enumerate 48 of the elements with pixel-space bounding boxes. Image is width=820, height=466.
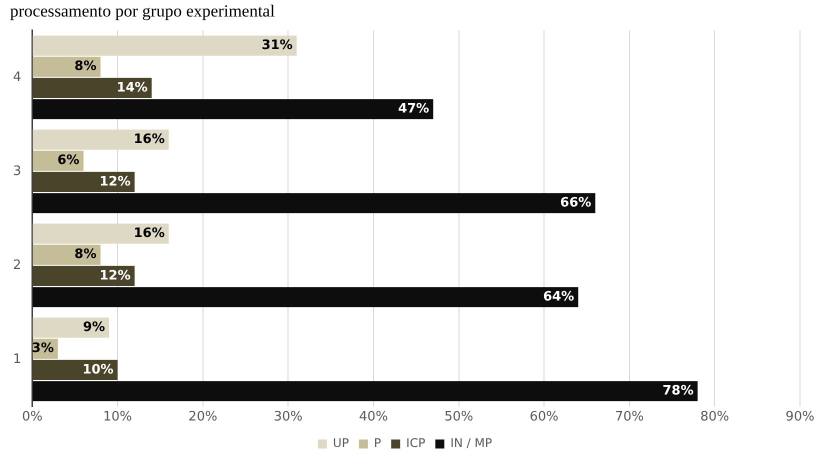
data-label: 8% (74, 247, 97, 262)
data-label: 64% (543, 290, 574, 304)
data-label: 16% (134, 226, 165, 242)
bar (32, 172, 135, 192)
x-tick-label: 60% (530, 410, 559, 425)
bar (32, 244, 101, 265)
bar (32, 78, 152, 98)
x-tick-label: 80% (700, 410, 730, 425)
data-label: 31% (262, 38, 293, 54)
data-label: 12% (100, 268, 131, 284)
y-tick-label: 4 (12, 70, 22, 85)
x-tick-label: 20% (188, 410, 218, 425)
data-label: 47% (398, 102, 430, 116)
x-tick-label: 40% (359, 410, 388, 425)
legend-label: UP (332, 436, 349, 450)
bar (32, 56, 101, 77)
data-label: 12% (100, 174, 131, 190)
bar (32, 381, 698, 402)
x-tick-label: 90% (786, 410, 814, 425)
bar (32, 224, 169, 244)
x-tick-label: 70% (614, 410, 644, 425)
y-tick-label: 1 (12, 352, 22, 367)
data-label: 8% (74, 59, 97, 74)
data-label: 9% (82, 320, 106, 336)
data-label: 6% (57, 153, 80, 168)
y-tick-label: 2 (12, 258, 22, 273)
legend-label: P (374, 436, 382, 450)
data-label: 14% (116, 80, 148, 96)
legend-label: IN / MP (450, 436, 492, 450)
data-label: 10% (82, 362, 114, 378)
data-label: 78% (662, 384, 694, 398)
data-label: 16% (134, 132, 165, 148)
x-tick-label: 10% (103, 410, 132, 425)
x-tick-label: 30% (274, 410, 303, 425)
x-tick-label: 0% (22, 410, 43, 425)
data-label: 66% (560, 196, 592, 210)
chart-title: processamento por grupo experimental (10, 2, 276, 21)
bar (32, 130, 169, 150)
bar (32, 99, 434, 120)
bar (32, 287, 578, 308)
bar (32, 193, 596, 214)
bar (32, 318, 110, 338)
x-tick-label: 50% (444, 410, 474, 425)
legend-label: ICP (406, 436, 426, 450)
y-tick-label: 3 (12, 164, 22, 179)
bar (32, 266, 135, 286)
bar (32, 36, 297, 56)
data-label: 3% (32, 341, 54, 356)
